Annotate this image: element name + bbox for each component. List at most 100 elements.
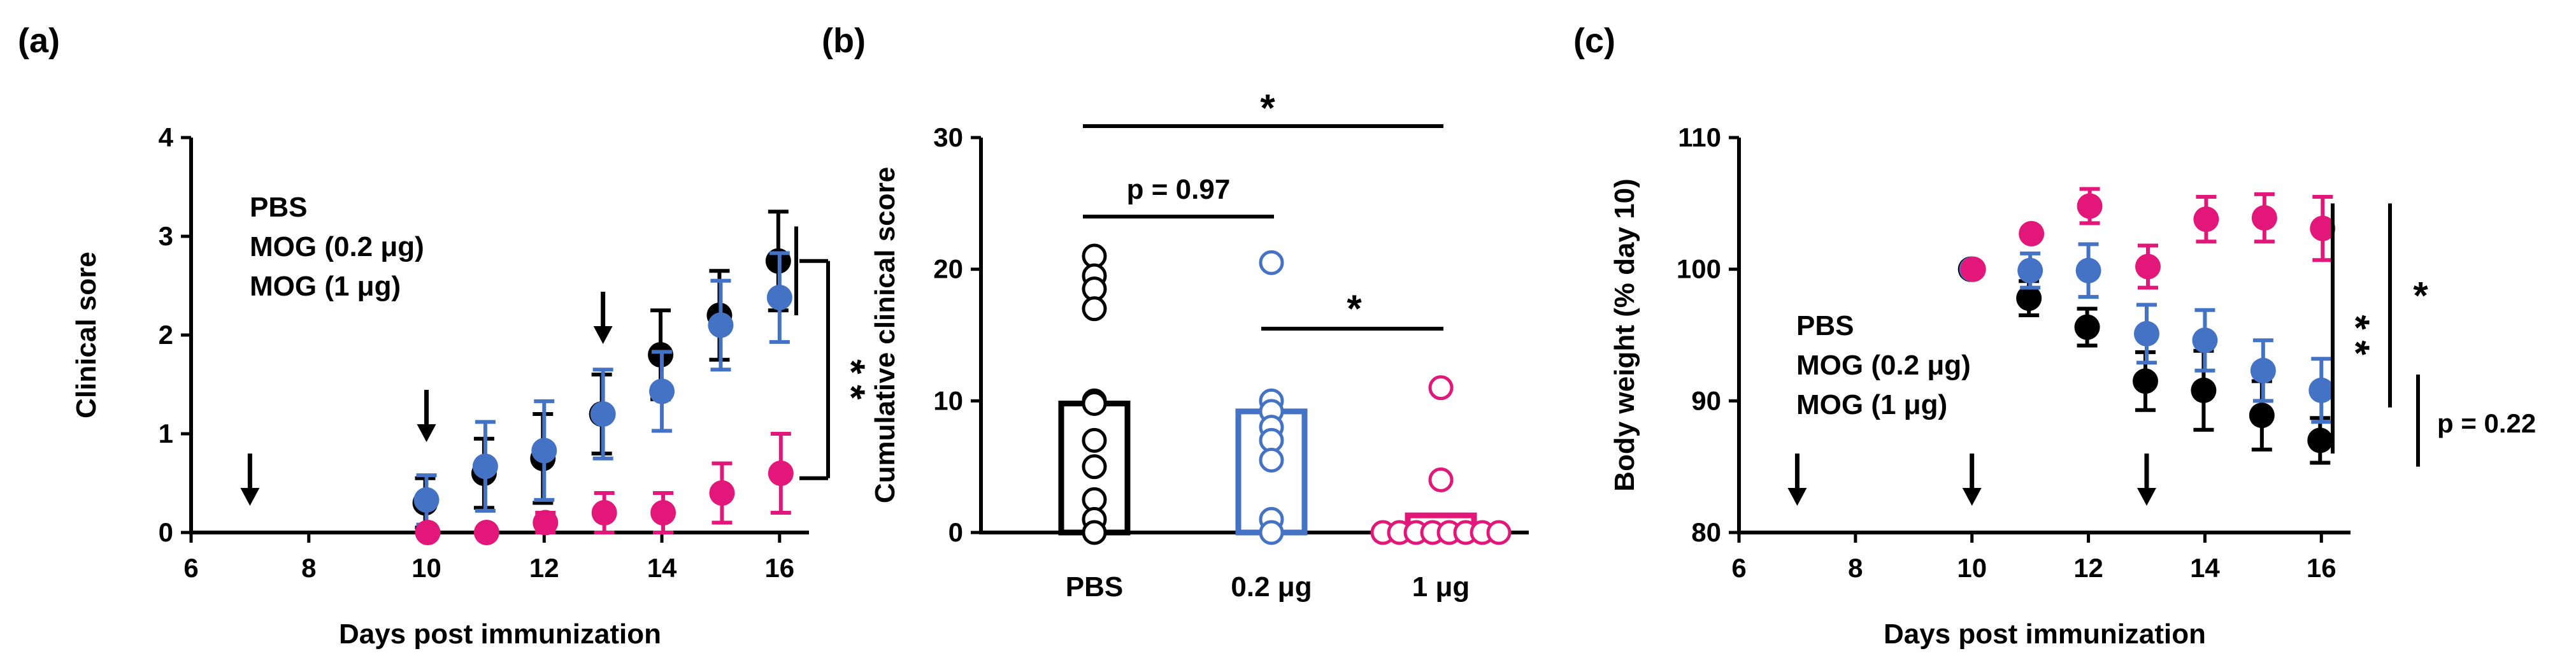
injection-arrow: [1962, 454, 1982, 506]
y-tick-label: 1: [159, 418, 173, 448]
data-point: [2017, 257, 2043, 283]
data-point: [708, 312, 734, 338]
x-tick-label: 12: [529, 553, 559, 583]
x-tick-label: 10: [411, 553, 441, 583]
injection-arrow-head: [2137, 488, 2156, 506]
data-point: [709, 480, 735, 506]
x-tick-label: 14: [647, 553, 677, 583]
significance-label: p = 0.22: [2437, 408, 2536, 438]
y-tick-label: 80: [1691, 517, 1721, 547]
x-tick-label: 16: [2307, 553, 2336, 583]
data-point: [2310, 215, 2336, 241]
data-point: [1259, 520, 1284, 545]
panel-label: (b): [822, 22, 866, 60]
legend-entry: MOG (1 μg): [1796, 389, 1947, 420]
data-point: [1486, 520, 1512, 545]
data-point: [2075, 257, 2101, 283]
comparison-label: *: [1347, 287, 1362, 330]
x-axis-label: Days post immunization: [1884, 619, 2206, 650]
category-label: PBS: [1066, 571, 1123, 603]
significance-label: * *: [830, 359, 873, 400]
y-tick-label: 10: [933, 385, 963, 415]
x-tick-label: 8: [1848, 553, 1863, 583]
series-2: [415, 432, 794, 545]
data-point: [2193, 206, 2219, 232]
x-tick-label: 16: [764, 553, 794, 583]
injection-arrow: [417, 390, 436, 442]
data-point: [1082, 390, 1107, 416]
data-point: [2135, 254, 2161, 280]
x-tick-label: 14: [2190, 553, 2220, 583]
y-tick-label: 4: [159, 122, 174, 152]
data-point: [2307, 427, 2333, 454]
significance-label: * *: [2335, 315, 2377, 355]
x-axis-label: Days post immunization: [339, 619, 661, 650]
category-label: 1 μg: [1412, 571, 1470, 603]
data-point: [415, 520, 441, 545]
injection-arrow: [1787, 454, 1807, 506]
data-point: [2133, 368, 2158, 394]
data-point: [2016, 285, 2042, 311]
x-tick-label: 6: [183, 553, 198, 583]
data-point: [1259, 250, 1284, 275]
y-tick-label: 30: [933, 122, 963, 152]
data-point: [2308, 377, 2335, 403]
data-point: [2192, 327, 2218, 354]
data-point: [1259, 447, 1284, 473]
data-point: [766, 285, 792, 311]
data-point: [2019, 220, 2045, 247]
legend-entry: MOG (1 μg): [250, 271, 401, 302]
data-point: [1428, 467, 1454, 492]
data-point: [2250, 357, 2276, 383]
series-1: [1959, 242, 2335, 424]
y-axis-label: Clinical sore: [71, 252, 102, 418]
x-tick-label: 6: [1731, 553, 1746, 583]
series-0: [1957, 256, 2333, 465]
data-point: [1428, 375, 1454, 401]
data-point: [413, 487, 440, 513]
injection-arrow: [593, 292, 613, 344]
data-point: [2074, 314, 2100, 340]
data-point: [1082, 454, 1107, 480]
data-point: [1960, 256, 1986, 282]
legend-entry: MOG (0.2 μg): [1796, 350, 1971, 381]
x-tick-label: 10: [1957, 553, 1987, 583]
injection-arrow: [240, 454, 260, 506]
injection-arrow-head: [593, 326, 613, 344]
data-point: [2134, 320, 2159, 347]
data-point: [2249, 403, 2275, 429]
y-tick-label: 0: [159, 517, 173, 547]
y-tick-label: 3: [159, 221, 173, 251]
x-tick-label: 8: [301, 553, 316, 583]
y-axis-label: Body weight (% day 10): [1609, 178, 1640, 491]
injection-arrow-head: [1962, 488, 1982, 506]
injection-arrow: [2137, 454, 2156, 506]
injection-arrow-head: [1787, 488, 1807, 506]
data-point: [531, 438, 557, 464]
data-point: [472, 454, 498, 480]
panel-label: (c): [1573, 22, 1615, 60]
y-tick-label: 100: [1677, 254, 1721, 284]
data-point: [590, 401, 616, 427]
y-axis-label: Cumulative clinical score: [869, 167, 901, 503]
panel-label: (a): [18, 22, 60, 60]
data-point: [2191, 377, 2217, 403]
y-tick-label: 20: [933, 254, 963, 284]
series-1: [413, 251, 792, 527]
comparison-label: *: [1260, 87, 1275, 129]
data-point: [2077, 193, 2103, 219]
data-point: [2251, 205, 2277, 231]
comparison-label: p = 0.97: [1127, 174, 1231, 205]
x-tick-label: 12: [2073, 553, 2103, 583]
injection-arrow-head: [417, 424, 436, 442]
category-label: 0.2 μg: [1231, 571, 1312, 603]
data-point: [650, 500, 676, 526]
series-2: [1960, 187, 2336, 290]
data-point: [1082, 296, 1107, 322]
significance-label: *: [2413, 275, 2428, 317]
data-point: [591, 500, 617, 526]
injection-arrow-head: [240, 488, 260, 506]
y-tick-label: 90: [1691, 385, 1721, 415]
data-point: [533, 510, 559, 536]
